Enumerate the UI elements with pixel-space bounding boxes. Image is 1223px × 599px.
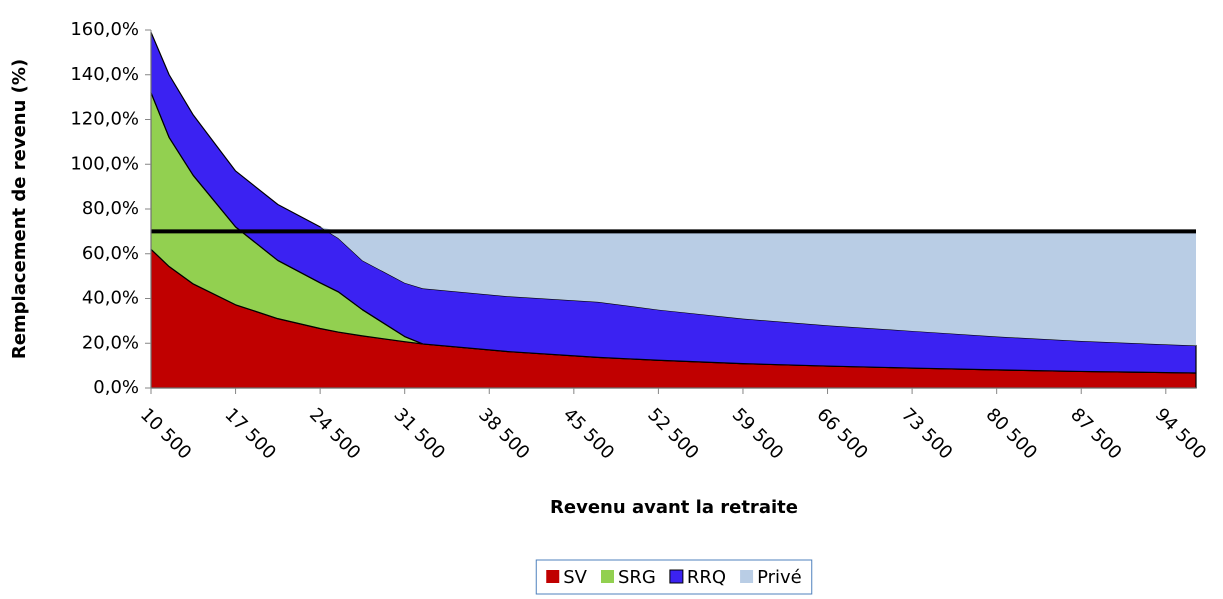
x-tick-label: 10 500: [136, 404, 195, 463]
legend: SV SRG RRQ Privé: [535, 559, 813, 595]
legend-swatch: [740, 570, 754, 583]
legend-swatch: [601, 570, 614, 583]
x-tick-label: 66 500: [812, 404, 871, 463]
y-tick-label: 0,0%: [93, 377, 139, 398]
plot-area: [150, 31, 1197, 389]
y-axis-title: Remplacement de revenu (%): [9, 59, 30, 359]
legend-label: Privé: [757, 567, 802, 588]
area: [151, 32, 1196, 346]
y-tick-label: 100,0%: [70, 153, 139, 174]
x-tick-label: 52 500: [643, 404, 702, 463]
legend-swatch: [669, 569, 684, 584]
x-tick-label: 87 500: [1066, 404, 1125, 463]
y-tick-label: 20,0%: [82, 332, 139, 353]
y-tick-label: 140,0%: [70, 64, 139, 85]
x-tick-label: 80 500: [982, 404, 1041, 463]
x-tick-label: 31 500: [390, 404, 449, 463]
x-tick-label: 17 500: [220, 404, 279, 463]
legend-label: SV: [563, 567, 587, 588]
y-tick-label: 80,0%: [82, 198, 139, 219]
y-tick-label: 160,0%: [70, 19, 139, 40]
x-tick-label: 73 500: [897, 404, 956, 463]
x-tick-label: 59 500: [728, 404, 787, 463]
y-tick-label: 40,0%: [82, 288, 139, 309]
x-tick-label: 24 500: [305, 404, 364, 463]
x-tick-label: 45 500: [559, 404, 618, 463]
y-tick-label: 120,0%: [70, 109, 139, 130]
x-tick-label: 38 500: [474, 404, 533, 463]
x-tick-label: 94 500: [1151, 404, 1210, 463]
legend-label: RRQ: [687, 567, 726, 588]
y-tick-label: 60,0%: [82, 243, 139, 264]
x-axis-title: Revenu avant la retraite: [550, 497, 798, 518]
legend-label: SRG: [618, 567, 656, 588]
legend-swatch: [546, 570, 560, 583]
